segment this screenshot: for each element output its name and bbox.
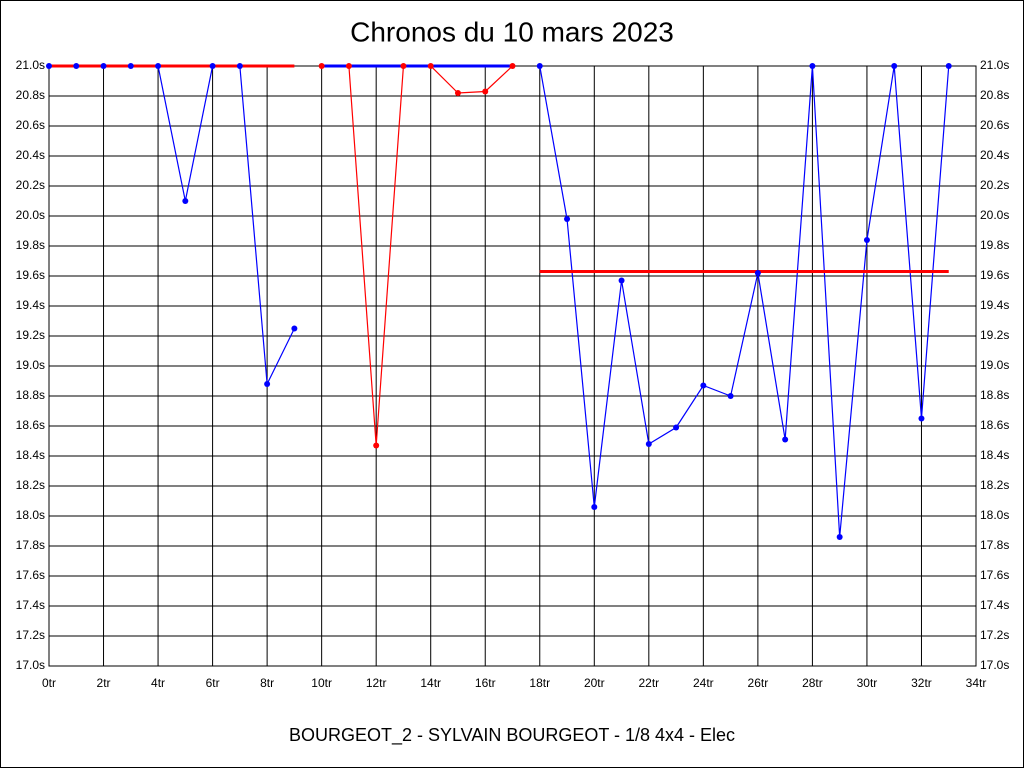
- x-tick-label: 14tr: [420, 676, 441, 690]
- data-point: [536, 63, 543, 69]
- y-tick-label: 20.6s: [16, 118, 45, 132]
- y-tick-label: 17.0s: [16, 658, 45, 672]
- y-tick-label-right: 21.0s: [980, 58, 1009, 72]
- y-tick-label-right: 18.6s: [980, 418, 1009, 432]
- data-point: [809, 63, 816, 69]
- x-tick-label: 32tr: [911, 676, 932, 690]
- data-point: [291, 325, 298, 332]
- data-point: [782, 436, 789, 443]
- x-tick-label: 22tr: [638, 676, 659, 690]
- data-point: [564, 216, 571, 222]
- y-tick-label: 17.6s: [16, 568, 45, 582]
- y-tick-label-right: 17.2s: [980, 628, 1009, 642]
- y-tick-label: 19.2s: [16, 328, 45, 342]
- data-point: [400, 63, 407, 69]
- y-tick-label-right: 20.2s: [980, 178, 1009, 192]
- data-point: [264, 381, 271, 387]
- y-tick-label-right: 18.2s: [980, 478, 1009, 492]
- data-point: [836, 534, 843, 540]
- x-tick-label: 24tr: [693, 676, 714, 690]
- data-point: [182, 198, 189, 204]
- x-tick-label: 2tr: [97, 676, 111, 690]
- y-tick-label-right: 20.0s: [980, 208, 1009, 222]
- x-tick-label: 26tr: [748, 676, 769, 690]
- y-tick-label: 18.6s: [16, 418, 45, 432]
- y-tick-label-right: 19.8s: [980, 238, 1009, 252]
- data-point: [754, 270, 761, 276]
- data-point: [945, 63, 952, 69]
- data-point: [127, 63, 134, 69]
- data-point: [863, 237, 870, 243]
- data-point: [100, 63, 107, 69]
- y-tick-label: 21.0s: [16, 58, 45, 72]
- y-tick-label: 17.8s: [16, 538, 45, 552]
- data-point: [509, 63, 516, 69]
- data-point: [645, 441, 652, 447]
- data-point: [618, 277, 625, 284]
- y-tick-label: 20.0s: [16, 208, 45, 222]
- data-point: [46, 63, 52, 69]
- data-point: [673, 424, 680, 431]
- x-tick-label: 20tr: [584, 676, 605, 690]
- data-point: [454, 90, 461, 96]
- y-tick-label: 19.6s: [16, 268, 45, 282]
- data-point: [427, 63, 434, 69]
- y-tick-label: 17.2s: [16, 628, 45, 642]
- data-point: [236, 63, 243, 69]
- y-tick-label-right: 20.4s: [980, 148, 1009, 162]
- y-tick-label-right: 17.0s: [980, 658, 1009, 672]
- y-tick-label: 17.4s: [16, 598, 45, 612]
- y-tick-label-right: 17.4s: [980, 598, 1009, 612]
- y-tick-label-right: 20.6s: [980, 118, 1009, 132]
- x-tick-label: 6tr: [206, 676, 220, 690]
- data-point: [155, 63, 162, 69]
- data-point: [318, 63, 325, 69]
- x-tick-label: 18tr: [529, 676, 550, 690]
- y-tick-label-right: 19.2s: [980, 328, 1009, 342]
- data-point: [727, 393, 734, 399]
- data-point: [891, 63, 898, 69]
- data-point: [700, 382, 707, 389]
- data-point: [73, 63, 80, 69]
- y-tick-label-right: 18.8s: [980, 388, 1009, 402]
- data-point: [482, 88, 489, 95]
- y-tick-label: 19.4s: [16, 298, 45, 312]
- x-tick-label: 30tr: [857, 676, 878, 690]
- y-tick-label-right: 20.8s: [980, 88, 1009, 102]
- y-tick-label: 20.4s: [16, 148, 45, 162]
- y-tick-label: 18.4s: [16, 448, 45, 462]
- data-point: [918, 415, 925, 422]
- y-tick-label-right: 17.8s: [980, 538, 1009, 552]
- y-tick-label-right: 19.6s: [980, 268, 1009, 282]
- y-tick-label: 18.8s: [16, 388, 45, 402]
- data-point: [209, 63, 216, 69]
- x-tick-label: 0tr: [42, 676, 56, 690]
- y-tick-label-right: 18.4s: [980, 448, 1009, 462]
- x-tick-label: 4tr: [151, 676, 165, 690]
- y-tick-label-right: 19.0s: [980, 358, 1009, 372]
- y-tick-label-right: 18.0s: [980, 508, 1009, 522]
- chart-title: Chronos du 10 mars 2023: [350, 16, 674, 47]
- y-tick-label: 20.8s: [16, 88, 45, 102]
- x-tick-label: 10tr: [311, 676, 332, 690]
- y-tick-label: 18.2s: [16, 478, 45, 492]
- data-point: [591, 504, 598, 510]
- data-point: [345, 63, 352, 69]
- y-tick-label-right: 17.6s: [980, 568, 1009, 582]
- y-tick-label: 20.2s: [16, 178, 45, 192]
- x-tick-label: 8tr: [260, 676, 274, 690]
- x-tick-label: 28tr: [802, 676, 823, 690]
- x-tick-label: 16tr: [475, 676, 496, 690]
- y-tick-label: 19.0s: [16, 358, 45, 372]
- data-point: [373, 442, 380, 449]
- caption: BOURGEOT_2 - SYLVAIN BOURGEOT - 1/8 4x4 …: [289, 725, 735, 746]
- x-tick-label: 34tr: [966, 676, 987, 690]
- x-tick-label: 12tr: [366, 676, 387, 690]
- y-tick-label: 18.0s: [16, 508, 45, 522]
- y-tick-label-right: 19.4s: [980, 298, 1009, 312]
- y-tick-label: 19.8s: [16, 238, 45, 252]
